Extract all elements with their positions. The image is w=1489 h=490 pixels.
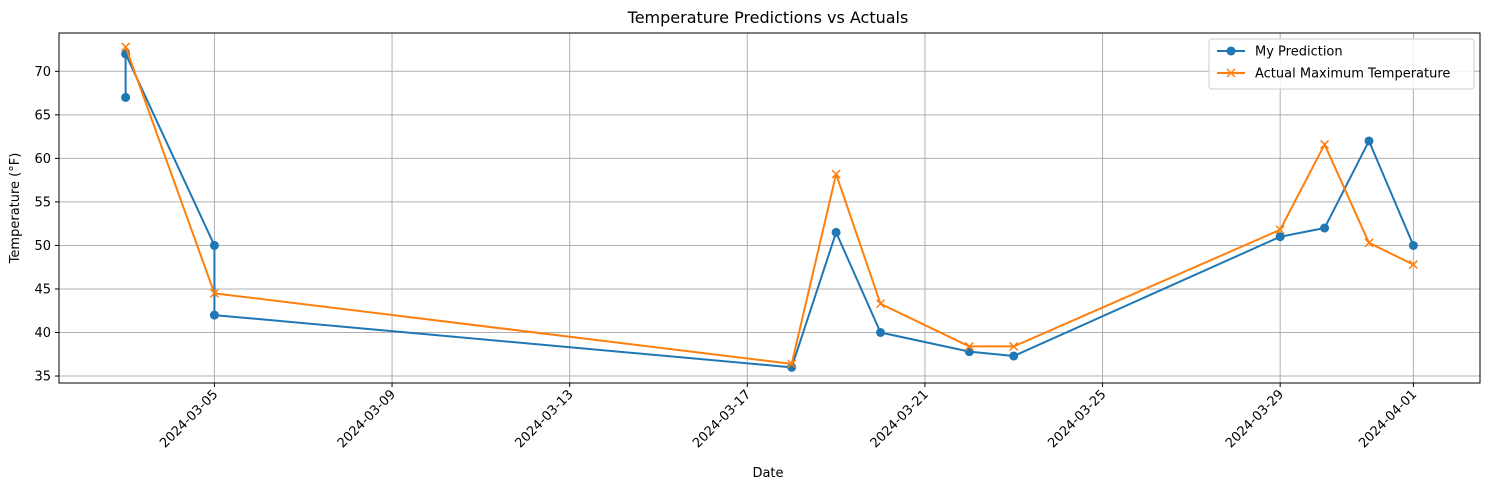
series-2-point [1275,225,1285,235]
legend-swatch-marker [1226,46,1236,56]
series-2-point [1408,260,1418,270]
series-2-point [209,288,219,298]
series-1-point [876,328,886,338]
x-tick-label: 2024-03-25 [1045,387,1109,451]
y-tick-label: 55 [34,195,51,210]
y-tick-label: 60 [34,152,51,167]
legend-label: Actual Maximum Temperature [1255,67,1450,82]
series-1-point [209,240,219,250]
x-tick-label: 2024-03-05 [157,387,221,451]
x-tick-label: 2024-03-21 [868,387,932,451]
y-axis-title: Temperature (°F) [8,153,23,265]
series-2 [121,42,1418,369]
series-2-point [1320,139,1330,149]
series-1-point [831,227,841,237]
legend-item-1: My Prediction [1217,45,1343,60]
series-1 [121,49,1418,372]
y-tick-label: 45 [34,282,51,297]
y-tick-label: 50 [34,239,51,254]
series-1-point [121,92,131,102]
series-1-point [1275,232,1285,242]
series-2-point [787,359,797,369]
legend-swatch-marker [1226,68,1236,78]
chart-title: Temperature Predictions vs Actuals [627,8,909,27]
y-tick-label: 70 [34,65,51,80]
y-axis: 35 40 45 50 55 60 65 70 [34,65,59,385]
series-2-point [831,169,841,179]
series-2-point [121,42,131,52]
x-tick-label: 2024-04-01 [1356,387,1420,451]
series-1-point [964,347,974,357]
grid-lines [59,33,1480,383]
series-1-point [1364,136,1374,146]
y-tick-label: 40 [34,326,51,341]
series-layer [121,42,1418,372]
legend: My Prediction Actual Maximum Temperature [1208,38,1475,90]
series-2-point [1364,238,1374,248]
x-tick-label: 2024-03-09 [335,387,399,451]
series-1-point [209,310,219,320]
x-axis: 2024-03-05 2024-03-09 2024-03-13 2024-03-17… [157,383,1420,451]
legend-label: My Prediction [1255,45,1343,60]
series-1-point [1408,240,1418,250]
plot-area-frame [58,32,1481,384]
series-2-point [875,299,886,309]
series-1-point [1009,351,1019,361]
legend-item-2: Actual Maximum Temperature [1217,67,1450,82]
series-2-point [964,341,974,351]
y-tick-label: 35 [34,370,51,385]
series-2-line [124,46,1414,365]
y-tick-label: 65 [34,108,51,123]
x-tick-label: 2024-03-13 [512,387,576,451]
legend-box [1208,38,1475,90]
x-tick-label: 2024-03-29 [1223,387,1287,451]
series-1-point [1320,223,1330,233]
x-tick-label: 2024-03-17 [690,387,754,451]
series-1-line [124,52,1415,369]
series-2-point [1009,341,1019,351]
x-axis-title: Date [752,466,783,481]
